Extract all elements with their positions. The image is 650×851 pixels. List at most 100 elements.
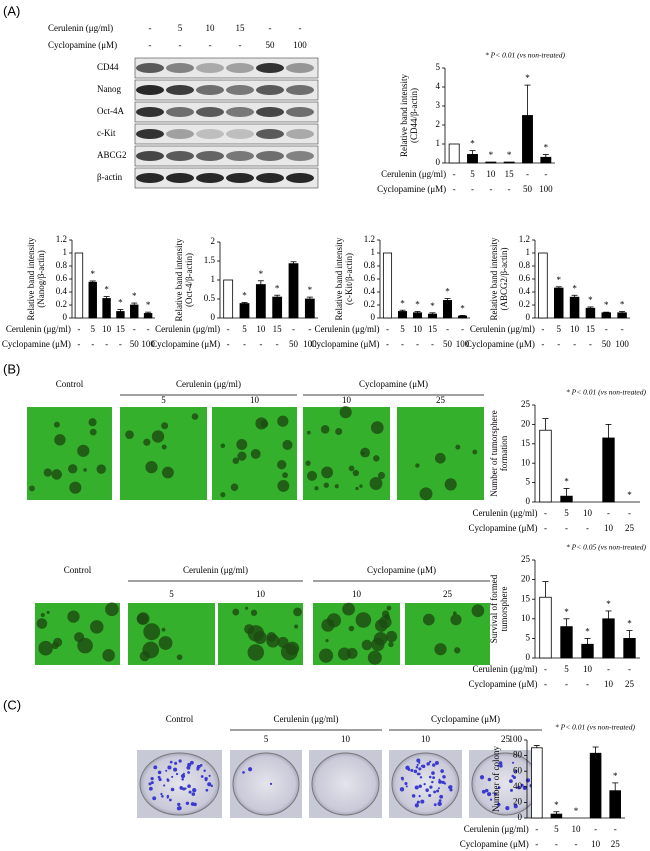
colony [431,780,434,784]
sphere [321,618,335,632]
colony [193,802,197,807]
bar [623,638,636,659]
sphere [415,463,420,468]
y-tick-label: 1 [436,138,441,148]
x-tick-label: 5 [470,169,475,179]
x-tick-label: - [607,664,610,674]
error-bar [542,581,549,598]
significance: * [118,298,123,308]
bar [553,287,564,319]
colony [493,792,497,796]
band-label: CD44 [97,62,119,72]
y-tick-label: 0 [436,157,441,167]
sphere [293,607,302,617]
sphere [250,448,261,459]
row-name: Cyclopamine (μM) [468,679,537,689]
y-tick-label: 0.6 [56,273,68,283]
bar [304,298,315,319]
blot-band [196,151,224,161]
panel-label: (C) [3,697,21,712]
y-axis-label: (ABCG2/β-actin) [499,247,509,310]
significance: * [620,300,625,310]
image-sublabel: 25 [436,395,446,405]
y-tick-label: 20 [521,418,531,428]
x-tick-label: - [91,339,94,349]
y-tick-label: 10 [521,613,531,623]
y-axis-label: (CD44/β-actin) [409,88,419,143]
micrograph [27,407,112,500]
x-tick-label: - [386,339,389,349]
x-tick-label: - [386,324,389,334]
x-tick-label: 10 [604,679,614,689]
colony [161,794,164,798]
image-sublabel: 10 [352,589,362,599]
x-tick-label: 15 [505,169,515,179]
x-tick-label: 10 [591,839,601,849]
sphere [282,472,288,479]
colony [420,799,425,804]
x-tick-label: 25 [625,523,635,533]
y-tick-label: 0.4 [364,286,376,296]
x-tick-label: 50 [523,184,533,194]
y-tick-label: 1 [526,247,531,257]
sphere [471,604,485,618]
colony [484,788,489,793]
colony [269,782,273,785]
treatment-label: - [269,23,272,33]
significance: * [104,285,109,295]
sphere [371,637,385,652]
colony [196,766,199,770]
blot-band [226,129,254,139]
x-tick-label: - [575,839,578,849]
x-tick-label: - [227,339,230,349]
colony [429,760,432,763]
x-tick-label: - [544,508,547,518]
sphere [388,641,394,648]
sphere [230,483,239,492]
colony [185,801,190,805]
panel-label: (A) [3,3,20,18]
sphere [314,486,319,491]
x-tick-label: - [535,824,538,834]
blot-band [166,63,194,73]
y-tick-label: 1.2 [519,234,530,244]
error-bar [290,261,297,264]
colony [149,786,153,791]
colony [399,787,405,792]
annotation: * P< 0.01 (vs non-treated) [555,723,635,732]
colony [421,764,426,769]
significance: * [91,269,96,279]
y-tick-label: 1.5 [204,255,216,265]
sphere [68,464,78,474]
sphere [361,451,365,456]
x-tick-label: 15 [116,324,126,334]
x-tick-label: - [292,324,295,334]
colony [487,792,492,797]
sphere [36,618,48,629]
x-tick-label: 10 [413,324,423,334]
sphere [277,415,289,427]
sphere [455,444,461,450]
colony [187,784,191,788]
x-tick-label: - [557,339,560,349]
x-tick-label: - [586,523,589,533]
sphere [67,610,80,623]
y-tick-label: 20 [521,574,531,584]
image-sublabel: 25 [443,589,453,599]
colony [166,796,169,799]
row-name: Cyclopamine (μM) [466,339,535,349]
colony [525,778,531,783]
blot-band [256,129,284,139]
image-label: Control [166,714,194,724]
colony [520,783,524,787]
x-tick-label: - [471,184,474,194]
sphere [352,469,360,477]
bar [485,161,497,164]
x-tick-label: - [614,824,617,834]
y-tick-label: 0.2 [364,299,375,309]
colony [205,788,209,792]
significance: * [430,301,435,311]
bar [589,752,602,819]
significance: * [572,283,577,293]
y-tick-label: 0.6 [364,273,376,283]
